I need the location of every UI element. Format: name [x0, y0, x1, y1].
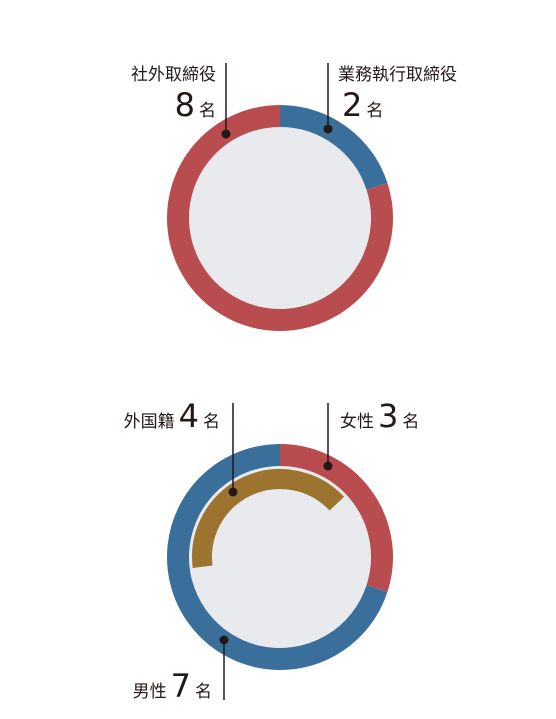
label-text-male: 男性: [133, 682, 167, 702]
value-number-foreign-nationals: 4: [179, 397, 199, 435]
value-number-outside-directors: 8: [175, 86, 195, 124]
leader-dot-foreign-nationals: [228, 487, 238, 497]
leader-dot-female: [323, 461, 333, 471]
slice-female: [279, 444, 393, 592]
label-outside-directors: 社外取締役: [131, 65, 216, 85]
label-male: 男性 7 名: [133, 667, 212, 705]
label-text-female: 女性: [340, 412, 374, 432]
value-unit-outside-directors: 名: [199, 101, 216, 121]
value-number-female: 3: [378, 397, 398, 435]
label-executive-directors: 業務執行取締役: [338, 65, 457, 85]
label-foreign-nationals: 外国籍 4 名: [124, 397, 220, 435]
leader-dot-outside-directors: [221, 129, 231, 139]
inner-ring-foreign-nationals: [192, 469, 345, 569]
diversity-composition-chart: 外国籍 4 名 女性 3 名 男性 7 名: [124, 397, 420, 705]
chart1-inner-disc: [189, 127, 371, 309]
slice-outside-directors: [167, 105, 393, 331]
label-text-foreign-nationals: 外国籍: [124, 412, 175, 432]
leader-dot-executive-directors: [323, 124, 333, 134]
value-unit-female: 名: [402, 412, 419, 432]
value-unit-executive-directors: 名: [366, 101, 383, 121]
slice-male: [167, 444, 388, 670]
chart2-inner-disc: [189, 466, 371, 648]
value-unit-male: 名: [195, 682, 212, 702]
value-number-executive-directors: 2: [342, 86, 362, 124]
value-number-male: 7: [171, 667, 191, 705]
leader-dot-male: [219, 635, 229, 645]
slice-executive-directors: [279, 105, 388, 191]
label-female: 女性 3 名: [340, 397, 419, 435]
value-unit-foreign-nationals: 名: [203, 412, 220, 432]
